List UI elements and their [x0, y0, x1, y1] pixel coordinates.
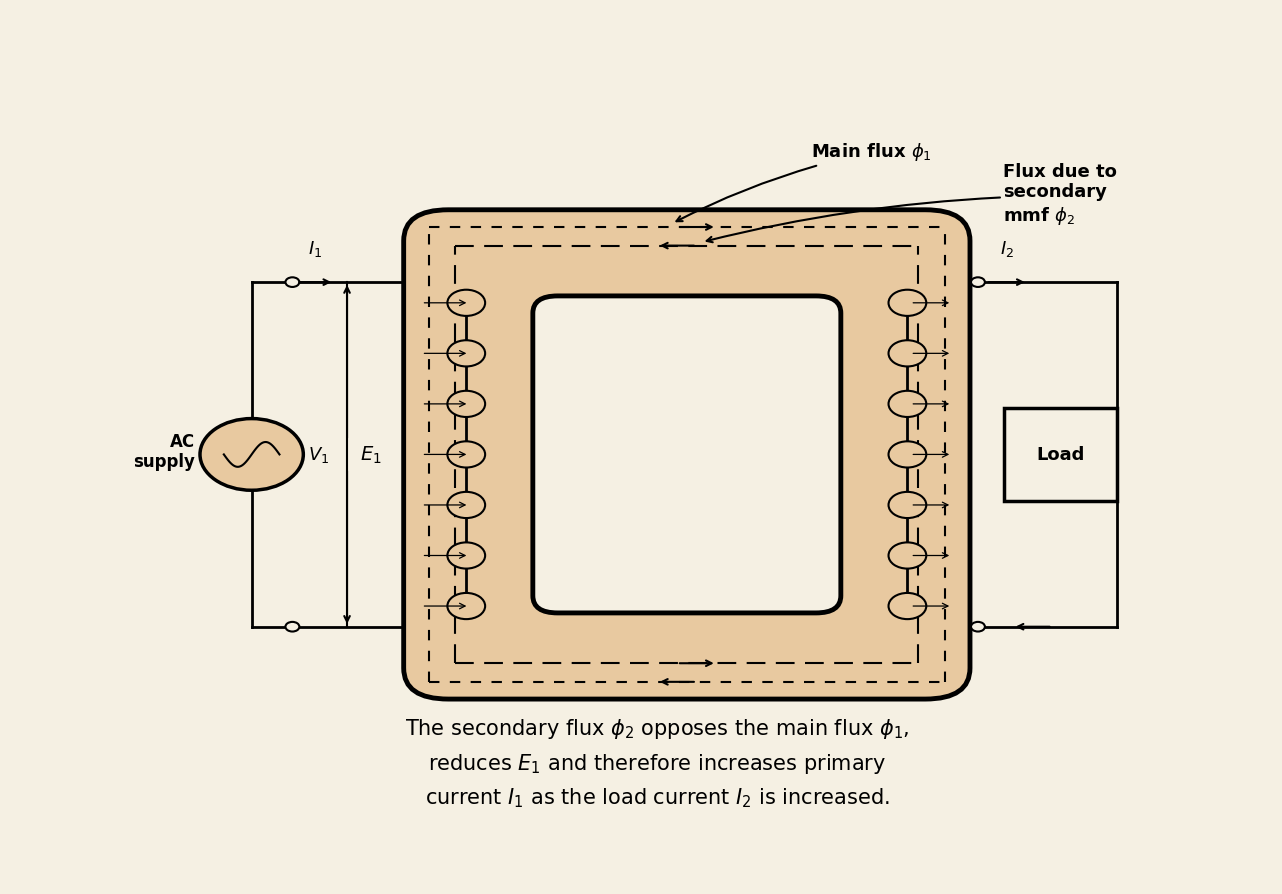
- Text: The secondary flux $\phi_2$ opposes the main flux $\phi_1$,
reduces $E_1$ and th: The secondary flux $\phi_2$ opposes the …: [405, 716, 909, 810]
- Circle shape: [286, 622, 300, 632]
- Text: $I_1$: $I_1$: [308, 239, 322, 258]
- Text: $E_1$: $E_1$: [360, 444, 382, 466]
- FancyBboxPatch shape: [533, 297, 841, 613]
- FancyBboxPatch shape: [1004, 408, 1117, 502]
- Text: AC
supply: AC supply: [133, 432, 195, 471]
- Circle shape: [447, 392, 485, 417]
- Circle shape: [970, 622, 985, 632]
- Circle shape: [888, 594, 927, 620]
- Circle shape: [447, 341, 485, 367]
- Circle shape: [888, 543, 927, 569]
- Circle shape: [888, 493, 927, 519]
- Text: Load: Load: [1036, 446, 1085, 464]
- Circle shape: [970, 278, 985, 288]
- Text: $I_2$: $I_2$: [1000, 239, 1014, 258]
- Circle shape: [447, 493, 485, 519]
- Circle shape: [888, 341, 927, 367]
- Circle shape: [888, 291, 927, 316]
- Circle shape: [447, 543, 485, 569]
- Circle shape: [200, 419, 304, 491]
- Circle shape: [447, 291, 485, 316]
- Circle shape: [447, 594, 485, 620]
- FancyBboxPatch shape: [404, 211, 970, 699]
- Text: Main flux $\phi_1$: Main flux $\phi_1$: [812, 141, 932, 163]
- Circle shape: [286, 278, 300, 288]
- Circle shape: [447, 442, 485, 468]
- Circle shape: [888, 392, 927, 417]
- Text: $V_1$: $V_1$: [308, 445, 329, 465]
- Circle shape: [888, 442, 927, 468]
- Text: Flux due to
secondary
mmf $\phi_2$: Flux due to secondary mmf $\phi_2$: [1003, 163, 1117, 226]
